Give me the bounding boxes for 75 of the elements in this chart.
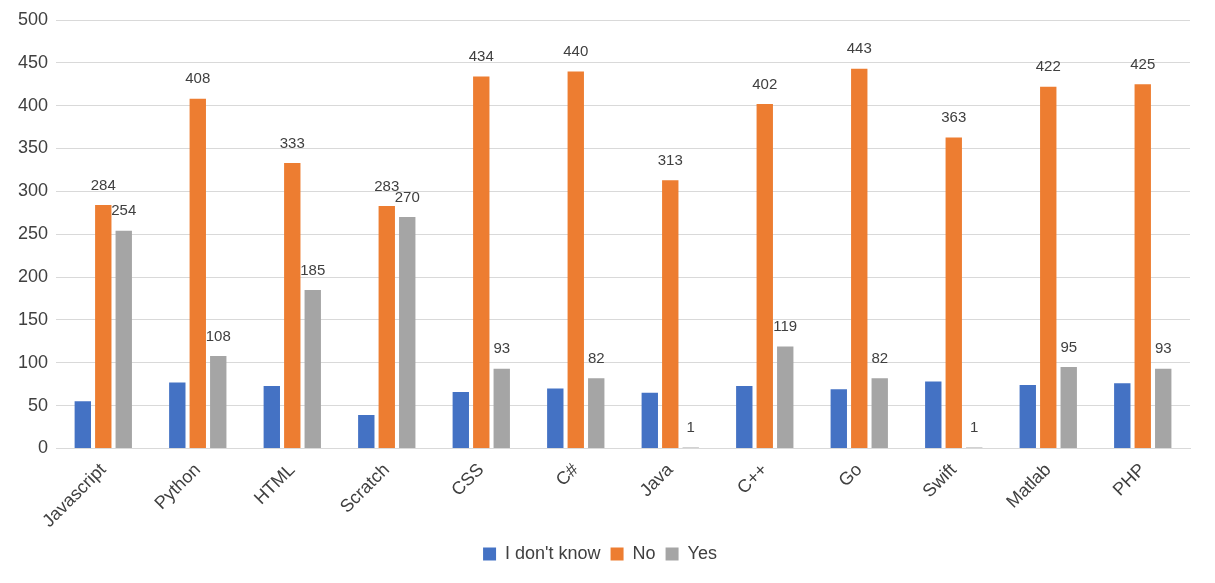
bar — [830, 389, 847, 448]
bar — [547, 388, 564, 448]
bar — [473, 76, 490, 448]
bar — [1060, 367, 1077, 448]
data-label: 1 — [970, 418, 979, 436]
x-tick-label: Java — [635, 458, 678, 501]
bar — [1114, 383, 1131, 448]
bar — [945, 137, 962, 448]
data-label: 440 — [563, 42, 589, 60]
bar — [1040, 86, 1057, 448]
x-tick-label: C# — [551, 459, 583, 490]
bar — [378, 205, 395, 448]
data-label: 82 — [871, 348, 889, 366]
bar — [1155, 368, 1172, 448]
x-tick-label: CSS — [447, 459, 488, 500]
bar — [304, 289, 321, 448]
bar — [115, 230, 132, 448]
bar — [662, 180, 679, 448]
y-tick-label: 50 — [28, 394, 49, 415]
data-label: 108 — [205, 326, 231, 344]
bar — [399, 217, 416, 448]
bar — [74, 401, 91, 448]
x-tick-label: Go — [834, 459, 866, 491]
bar — [871, 378, 888, 448]
data-label: 422 — [1035, 57, 1061, 75]
y-tick-label: 300 — [17, 180, 49, 201]
bar — [1019, 385, 1036, 448]
bar — [263, 385, 280, 448]
bar — [452, 391, 469, 448]
bar — [95, 205, 112, 448]
y-tick-label: 200 — [17, 266, 49, 287]
y-tick-label: 400 — [17, 94, 49, 115]
bar — [189, 98, 206, 448]
bar — [641, 392, 658, 448]
y-tick-label: 100 — [17, 351, 49, 372]
data-label: 313 — [657, 150, 683, 168]
data-label: 1 — [686, 418, 695, 436]
y-tick-label: 500 — [17, 8, 49, 29]
bar — [358, 415, 375, 448]
data-label: 402 — [752, 74, 778, 92]
legend-label: No — [632, 542, 656, 563]
y-tick-label: 150 — [17, 308, 49, 329]
bar — [567, 71, 584, 448]
data-label: 95 — [1060, 337, 1078, 355]
bar — [777, 346, 794, 448]
data-label: 82 — [587, 348, 605, 366]
data-label: 363 — [941, 108, 967, 126]
data-label: 119 — [773, 317, 798, 335]
bar — [284, 163, 301, 448]
data-label: 425 — [1130, 54, 1156, 72]
bar — [210, 355, 227, 448]
bar — [756, 103, 773, 448]
data-label: 408 — [185, 69, 211, 87]
bar — [493, 368, 510, 448]
y-tick-label: 350 — [17, 137, 49, 158]
bar — [169, 382, 186, 448]
x-tick-label: C++ — [732, 459, 772, 498]
data-label: 254 — [111, 201, 137, 219]
legend-label: I don't know — [505, 542, 602, 563]
data-label: 443 — [846, 39, 872, 57]
data-label: 185 — [300, 260, 326, 278]
bar — [736, 385, 753, 448]
y-tick-label: 250 — [17, 223, 49, 244]
bar — [1134, 84, 1151, 448]
data-label: 434 — [468, 47, 494, 65]
bar — [851, 68, 868, 448]
y-tick-label: 450 — [17, 51, 49, 72]
data-label: 93 — [493, 339, 511, 357]
bar — [925, 381, 942, 448]
bar — [588, 378, 605, 448]
legend-label: Yes — [687, 542, 717, 563]
y-tick-label: 0 — [38, 437, 49, 458]
data-label: 333 — [279, 133, 305, 151]
data-label: 93 — [1154, 339, 1172, 357]
data-label: 284 — [90, 175, 116, 193]
